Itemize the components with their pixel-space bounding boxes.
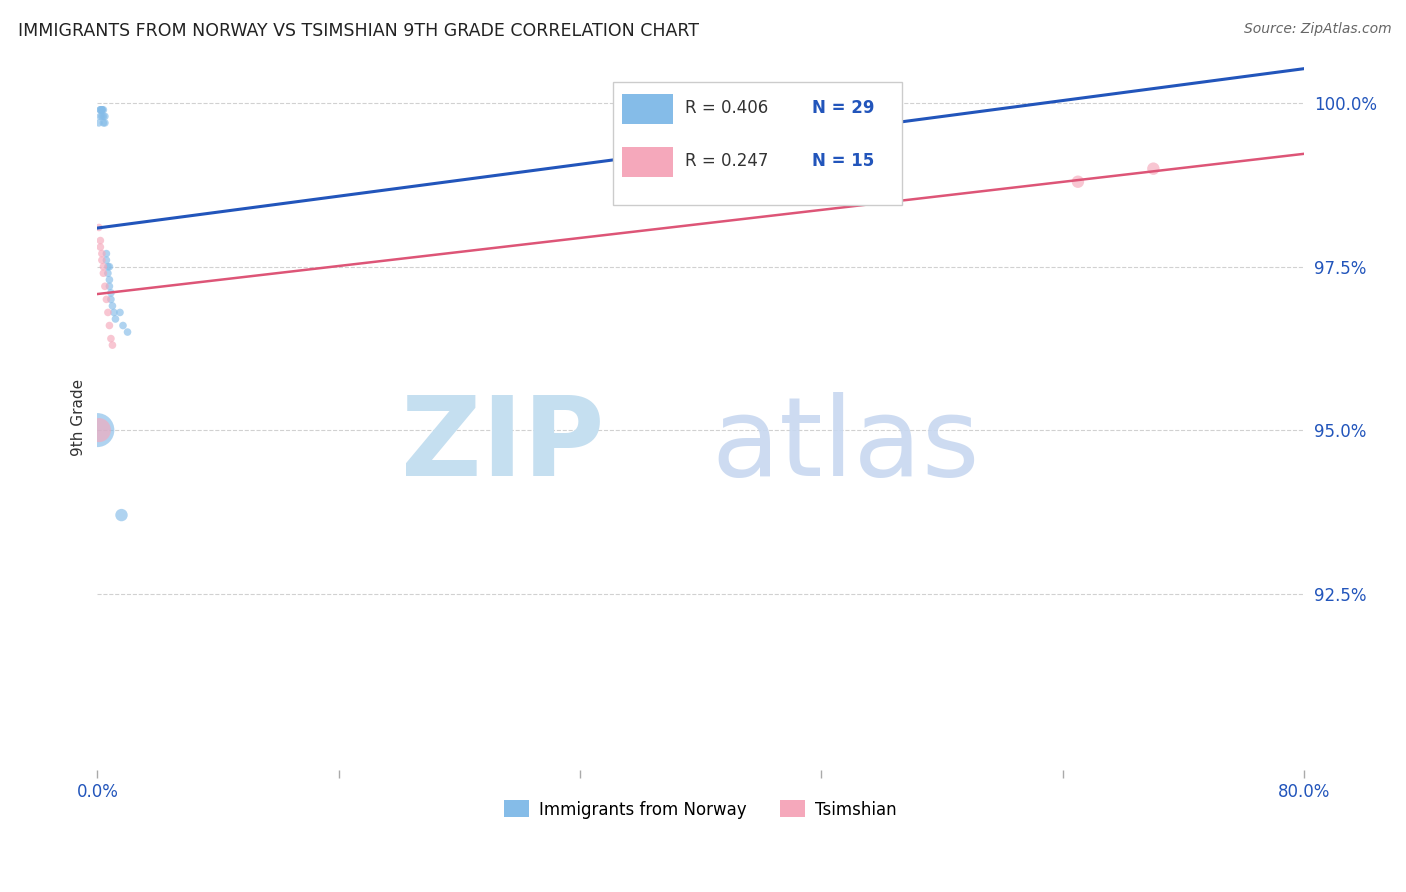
Point [117, 325, 139, 339]
Point [94, 279, 117, 293]
Point [86, 423, 108, 437]
Point [93, 116, 115, 130]
Point [89, 234, 111, 248]
Point [93, 266, 115, 280]
FancyBboxPatch shape [623, 94, 673, 124]
Point [98, 279, 121, 293]
Point [108, 305, 131, 319]
Point [90, 103, 112, 117]
Text: ZIP: ZIP [401, 392, 605, 499]
Point [89, 109, 111, 123]
Point [89, 103, 111, 117]
Point [89, 240, 111, 254]
Point [1067, 175, 1090, 189]
Point [87, 116, 110, 130]
Text: IMMIGRANTS FROM NORWAY VS TSIMSHIAN 9TH GRADE CORRELATION CHART: IMMIGRANTS FROM NORWAY VS TSIMSHIAN 9TH … [18, 22, 699, 40]
Point [93, 103, 115, 117]
Point [96, 293, 118, 307]
Point [94, 116, 117, 130]
Text: Source: ZipAtlas.com: Source: ZipAtlas.com [1244, 22, 1392, 37]
Point [100, 332, 122, 346]
Point [97, 266, 120, 280]
FancyBboxPatch shape [613, 82, 903, 205]
Point [104, 312, 127, 326]
Point [98, 273, 121, 287]
Text: N = 15: N = 15 [811, 153, 875, 170]
Point [796, 103, 818, 117]
Point [90, 103, 112, 117]
Point [100, 285, 122, 300]
Point [111, 318, 134, 333]
Text: N = 29: N = 29 [811, 99, 875, 117]
Point [96, 246, 118, 260]
Point [101, 299, 124, 313]
Legend: Immigrants from Norway, Tsimshian: Immigrants from Norway, Tsimshian [498, 794, 904, 825]
Point [94, 109, 117, 123]
Point [96, 253, 118, 268]
Point [97, 260, 120, 274]
Point [93, 109, 115, 123]
Point [90, 109, 112, 123]
Point [87, 423, 110, 437]
Point [98, 318, 121, 333]
Point [98, 260, 121, 274]
FancyBboxPatch shape [623, 147, 673, 177]
Point [101, 338, 124, 352]
Text: atlas: atlas [711, 392, 980, 499]
Point [100, 293, 122, 307]
Point [110, 508, 132, 522]
Text: R = 0.406: R = 0.406 [685, 99, 768, 117]
Text: R = 0.247: R = 0.247 [685, 153, 769, 170]
Point [89, 103, 111, 117]
Point [90, 253, 112, 268]
Point [97, 305, 120, 319]
Point [90, 246, 112, 260]
Point [90, 103, 112, 117]
Point [93, 260, 115, 274]
Point [1142, 161, 1164, 176]
Point [87, 220, 110, 235]
Point [103, 305, 125, 319]
Y-axis label: 9th Grade: 9th Grade [72, 378, 86, 456]
